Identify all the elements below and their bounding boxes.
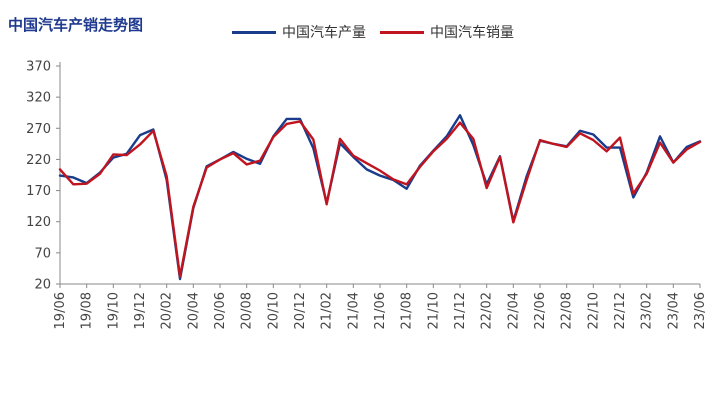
x-tick-label: 22/10 [586, 292, 601, 329]
y-tick-label: 370 [26, 60, 51, 75]
x-tick-label: 20/08 [240, 292, 255, 329]
x-tick-label: 20/04 [186, 292, 201, 329]
y-tick-label: 20 [34, 278, 51, 293]
x-tick-label: 20/10 [266, 292, 281, 329]
x-tick-label: 21/12 [453, 292, 468, 329]
x-tick-label: 19/06 [53, 292, 68, 329]
series-line-sales [58, 120, 702, 278]
y-tick-label: 320 [26, 91, 51, 106]
legend-item-production: 中国汽车产量 [232, 22, 366, 42]
x-tick-label: 20/02 [160, 292, 175, 329]
x-tick-label: 21/04 [346, 292, 361, 329]
x-tick-label: 21/02 [320, 292, 335, 329]
x-tick-label: 19/12 [133, 292, 148, 329]
y-tick-label: 270 [26, 122, 51, 137]
y-tick-label: 220 [26, 153, 51, 168]
series-layer [58, 114, 702, 281]
x-tick-label: 20/06 [213, 292, 228, 329]
y-tick-label: 70 [34, 246, 51, 261]
x-tick-label: 22/12 [613, 292, 628, 329]
x-tick-label: 21/08 [400, 292, 415, 329]
legend-item-sales: 中国汽车销量 [380, 22, 514, 42]
y-tick-label: 170 [26, 184, 51, 199]
x-tick-label: 21/06 [373, 292, 388, 329]
x-tick-label: 19/10 [106, 292, 121, 329]
axes: 20 70 120 170 220 270 320 370 19/06 19/08 19/10 19/… [26, 60, 708, 330]
x-tick-label: 22/08 [560, 292, 575, 329]
x-tick-label: 23/02 [640, 292, 655, 329]
y-tick-label: 120 [26, 215, 51, 230]
legend-label-production: 中国汽车产量 [282, 25, 366, 41]
legend-label-sales: 中国汽车销量 [430, 25, 514, 41]
x-tick-label: 20/12 [293, 292, 308, 329]
x-tick-label: 23/06 [693, 292, 708, 329]
x-tick-label: 21/10 [426, 292, 441, 329]
legend-swatch-production [232, 30, 276, 34]
x-tick-label: 19/08 [80, 292, 95, 329]
chart-title: 中国汽车产销走势图 [8, 16, 144, 34]
legend: 中国汽车产量 中国汽车销量 [232, 22, 514, 42]
x-tick-label: 22/04 [506, 292, 521, 329]
x-tick-label: 23/04 [666, 292, 681, 329]
legend-swatch-sales [380, 30, 424, 34]
x-tick-label: 22/02 [480, 292, 495, 329]
x-tick-label: 22/06 [533, 292, 548, 329]
